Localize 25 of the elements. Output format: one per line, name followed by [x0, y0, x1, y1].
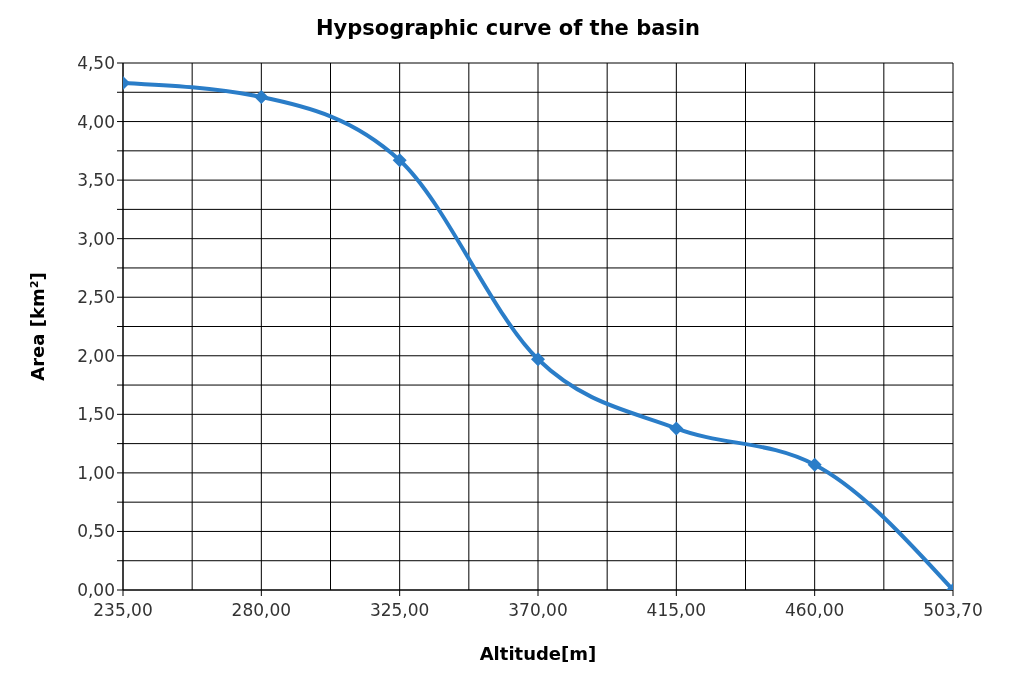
y-tick-label: 3,00 — [77, 228, 115, 249]
x-tick-label: 370,00 — [508, 600, 568, 621]
y-tick-label: 2,00 — [77, 345, 115, 366]
point — [531, 352, 545, 367]
y-tick-label: 0,50 — [77, 521, 115, 542]
x-axis-title: Altitude[m] — [479, 643, 597, 664]
point — [392, 153, 407, 168]
y-tick-label: 2,50 — [77, 287, 115, 308]
x-tick-label: 415,00 — [646, 600, 707, 621]
x-tick-label: 503,70 — [923, 600, 983, 621]
point — [669, 421, 684, 436]
y-axis-title: Area [km²] — [27, 272, 49, 381]
x-tick-label: 460,00 — [784, 600, 845, 621]
y-tick-label: 0,00 — [77, 580, 115, 601]
point — [254, 89, 269, 104]
y-tick-label: 1,50 — [77, 404, 115, 425]
x-tick-label: 280,00 — [231, 600, 292, 621]
y-tick-label: 4,50 — [77, 53, 115, 74]
x-tick-label: 235,00 — [93, 600, 153, 621]
chart-title: Hypsographic curve of the basin — [315, 15, 701, 42]
y-tick-label: 1,00 — [77, 462, 115, 483]
point — [807, 457, 822, 472]
y-tick-label: 4,00 — [77, 111, 115, 132]
y-tick-label: 3,50 — [77, 170, 115, 191]
x-tick-label: 325,00 — [369, 600, 430, 621]
